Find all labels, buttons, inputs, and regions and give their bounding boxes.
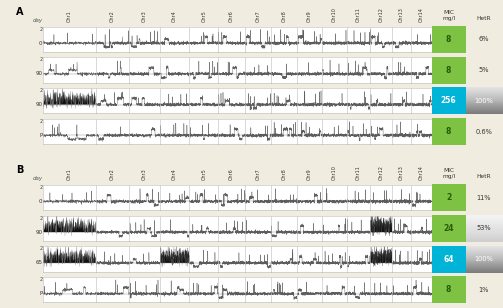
Text: HetR: HetR [476, 16, 491, 21]
Text: 2: 2 [39, 277, 42, 282]
Text: HetR: HetR [476, 174, 491, 179]
Text: 5%: 5% [479, 67, 489, 73]
Text: 8: 8 [446, 127, 451, 136]
Text: 90: 90 [35, 230, 42, 235]
Text: Chr3: Chr3 [142, 169, 147, 180]
Text: Chr10: Chr10 [332, 165, 337, 180]
Text: 2: 2 [39, 88, 42, 93]
Text: P: P [39, 291, 42, 296]
Text: Chr2: Chr2 [110, 169, 115, 180]
Text: Chr6: Chr6 [229, 169, 234, 180]
Text: 53%: 53% [476, 225, 491, 231]
Text: day: day [33, 18, 43, 23]
Text: 256: 256 [441, 96, 457, 105]
Text: Chr7: Chr7 [256, 10, 261, 22]
Text: MIC
mg/l: MIC mg/l [442, 168, 455, 179]
Text: Chr8: Chr8 [282, 169, 287, 180]
Text: 0: 0 [39, 41, 42, 46]
Text: 0: 0 [39, 199, 42, 204]
Text: Chr8: Chr8 [282, 10, 287, 22]
Text: 2: 2 [39, 57, 42, 63]
Text: Chr11: Chr11 [356, 165, 361, 180]
Text: 8: 8 [446, 66, 451, 75]
Text: 2: 2 [39, 246, 42, 252]
Text: 65: 65 [35, 260, 42, 265]
Text: Chr2: Chr2 [110, 10, 115, 22]
Text: B: B [16, 165, 23, 175]
Text: 0.6%: 0.6% [475, 128, 492, 135]
Text: 24: 24 [444, 224, 454, 233]
Text: Chr1: Chr1 [67, 169, 72, 180]
Text: MIC
mg/l: MIC mg/l [442, 10, 455, 21]
Text: 90: 90 [35, 71, 42, 76]
Text: 64: 64 [444, 255, 454, 264]
Text: A: A [16, 6, 23, 17]
Text: Chr7: Chr7 [256, 169, 261, 180]
Text: Chr5: Chr5 [201, 169, 206, 180]
Text: Chr9: Chr9 [307, 10, 312, 22]
Text: 2: 2 [39, 27, 42, 32]
Text: 1%: 1% [479, 287, 489, 293]
Text: 2: 2 [446, 193, 451, 202]
Text: day: day [33, 176, 43, 181]
Text: Chr9: Chr9 [307, 169, 312, 180]
Text: Chr5: Chr5 [201, 10, 206, 22]
Text: Chr11: Chr11 [356, 7, 361, 22]
Text: 2: 2 [39, 185, 42, 190]
Text: 100%: 100% [474, 98, 493, 104]
Text: Chr4: Chr4 [172, 10, 177, 22]
Text: Chr12: Chr12 [379, 7, 384, 22]
Text: 2: 2 [39, 216, 42, 221]
Text: Chr6: Chr6 [229, 10, 234, 22]
Text: 100%: 100% [474, 256, 493, 262]
Text: Chr14: Chr14 [419, 165, 424, 180]
Text: Chr12: Chr12 [379, 165, 384, 180]
Text: Chr10: Chr10 [332, 7, 337, 22]
Text: Chr13: Chr13 [399, 165, 404, 180]
Text: Chr13: Chr13 [399, 7, 404, 22]
Text: 2: 2 [39, 119, 42, 124]
Text: Chr1: Chr1 [67, 10, 72, 22]
Text: Chr4: Chr4 [172, 169, 177, 180]
Text: Chr14: Chr14 [419, 7, 424, 22]
Text: 90: 90 [35, 102, 42, 107]
Text: 6%: 6% [479, 36, 489, 42]
Text: Chr3: Chr3 [142, 10, 147, 22]
Text: P: P [39, 133, 42, 138]
Text: 11%: 11% [477, 195, 491, 201]
Text: 8: 8 [446, 285, 451, 294]
Text: 8: 8 [446, 35, 451, 44]
